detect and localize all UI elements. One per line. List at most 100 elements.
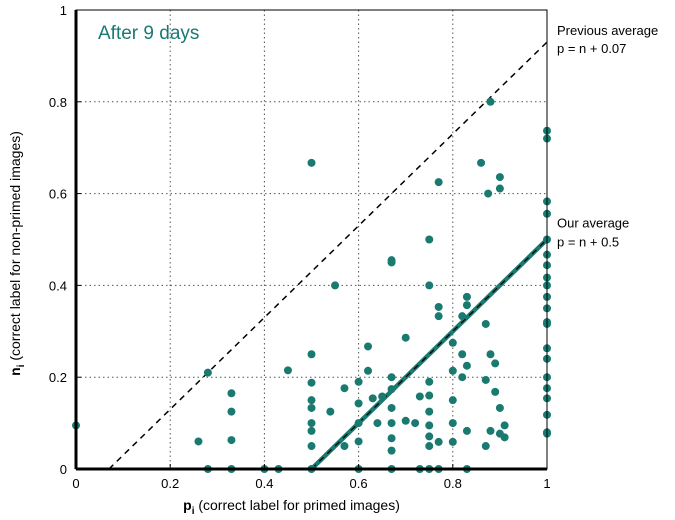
- x-axis-label-sub: i: [192, 506, 195, 517]
- data-point: [486, 97, 495, 106]
- data-point: [387, 258, 396, 267]
- data-point: [364, 366, 373, 375]
- data-point: [495, 403, 504, 412]
- x-axis-label-var: p: [183, 497, 192, 513]
- data-point: [434, 302, 443, 311]
- x-tick-label-5: 1: [543, 476, 550, 491]
- data-point: [387, 419, 396, 428]
- data-point: [486, 350, 495, 359]
- data-point: [387, 434, 396, 443]
- data-point: [462, 361, 471, 370]
- data-point: [486, 426, 495, 435]
- data-point: [491, 359, 500, 368]
- data-point: [425, 407, 434, 416]
- x-tick-label-0: 0: [72, 476, 79, 491]
- data-point: [500, 433, 509, 442]
- data-point: [387, 373, 396, 382]
- our-average-label: Our average: [557, 216, 629, 231]
- data-point: [373, 419, 382, 428]
- data-point: [401, 333, 410, 342]
- data-point: [354, 437, 363, 446]
- y-tick-label-4: 0.8: [49, 95, 67, 110]
- y-tick-label-1: 0.2: [49, 370, 67, 385]
- data-point: [411, 419, 420, 428]
- data-point: [326, 407, 335, 416]
- data-point: [458, 350, 467, 359]
- data-point: [425, 421, 434, 430]
- data-point: [387, 446, 396, 455]
- x-axis-label-text: (correct label for primed images): [194, 497, 399, 513]
- data-point: [425, 377, 434, 386]
- data-point: [227, 436, 236, 445]
- data-point: [458, 312, 467, 321]
- data-point: [307, 396, 316, 405]
- chart-title: After 9 days: [98, 23, 199, 44]
- data-point: [491, 387, 500, 396]
- data-point: [448, 366, 457, 375]
- x-axis-label: pi (correct label for primed images): [183, 497, 400, 517]
- data-point: [425, 281, 434, 290]
- reference-lines: [108, 41, 547, 469]
- data-point: [307, 158, 316, 167]
- data-point: [458, 373, 467, 382]
- data-point: [364, 342, 373, 351]
- data-point: [434, 437, 443, 446]
- data-point: [481, 375, 490, 384]
- data-point: [500, 421, 509, 430]
- data-point: [481, 442, 490, 451]
- data-point: [203, 368, 212, 377]
- data-point: [354, 419, 363, 428]
- data-point: [194, 437, 203, 446]
- x-tick-label-3: 0.6: [350, 476, 368, 491]
- data-point: [462, 301, 471, 310]
- our-average-equation: p = n + 0.5: [557, 235, 619, 250]
- data-point: [227, 389, 236, 398]
- data-point: [387, 385, 396, 394]
- reference-line-1: [309, 237, 547, 469]
- data-point: [387, 403, 396, 412]
- data-point: [331, 281, 340, 290]
- y-tick-label-3: 0.6: [49, 187, 67, 202]
- x-tick-labels: 0 0.2 0.4 0.6 0.8 1: [72, 464, 551, 491]
- reference-line-0: [108, 41, 547, 469]
- data-point: [354, 377, 363, 386]
- data-point: [307, 378, 316, 387]
- data-point: [448, 396, 457, 405]
- x-tick-label-4: 0.8: [444, 476, 462, 491]
- data-point: [495, 173, 504, 182]
- data-point: [368, 394, 377, 403]
- data-point: [307, 419, 316, 428]
- data-point: [340, 442, 349, 451]
- data-point: [425, 391, 434, 400]
- y-axis-label-text: (correct label for non-primed images): [7, 131, 23, 364]
- data-point: [307, 426, 316, 435]
- data-point: [477, 158, 486, 167]
- y-axis-label-sub: i: [16, 364, 27, 367]
- previous-average-label: Previous average: [557, 23, 658, 38]
- data-point: [448, 338, 457, 347]
- previous-average-equation: p = n + 0.07: [557, 41, 626, 56]
- data-point: [425, 432, 434, 441]
- data-point: [462, 292, 471, 301]
- data-point: [307, 350, 316, 359]
- y-tick-labels: 0 0.2 0.4 0.6 0.8 1: [49, 3, 81, 477]
- data-point: [425, 235, 434, 244]
- data-point: [481, 319, 490, 328]
- y-tick-label-0: 0: [60, 462, 67, 477]
- data-point: [448, 437, 457, 446]
- data-point: [425, 442, 434, 451]
- data-point: [227, 407, 236, 416]
- grid-lines: [76, 10, 547, 469]
- data-point: [448, 419, 457, 428]
- y-axis-label: ni (correct label for non-primed images): [7, 131, 27, 376]
- data-point: [484, 189, 493, 198]
- data-point: [495, 184, 504, 193]
- data-point: [354, 399, 363, 408]
- data-point: [401, 416, 410, 425]
- y-axis-label-var: n: [7, 367, 23, 376]
- data-point: [307, 403, 316, 412]
- y-tick-label-5: 1: [60, 3, 67, 18]
- data-point: [415, 392, 424, 401]
- data-point: [434, 312, 443, 321]
